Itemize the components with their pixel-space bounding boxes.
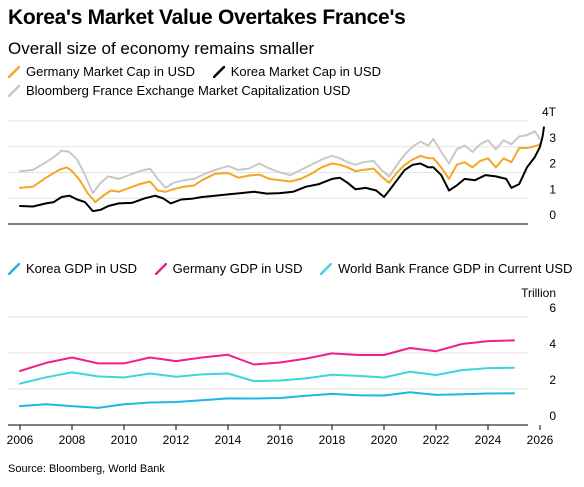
top-series-line-2 [19,130,541,195]
legend-label-france-gdp: World Bank France GDP in Current USD [338,261,573,276]
legend-label-france-market-cap: Bloomberg France Exchange Market Capital… [26,83,351,98]
bottom-series-line-2 [19,366,515,385]
legend-label-germany-market-cap: Germany Market Cap in USD [26,64,196,79]
legend-swatch-france-gdp [320,262,333,275]
bottom-ytick-label-0: 0 [549,409,556,423]
xtick-label-2020: 2020 [371,433,398,447]
top-series-line-0 [19,143,541,204]
top-chart-legend: Germany Market Cap in USD Korea Market C… [8,64,395,81]
bottom-series-line-1 [19,339,515,372]
top-ytick-label-4: 4T [542,105,557,119]
legend-label-korea-market-cap: Korea Market Cap in USD [230,64,381,79]
legend-item-korea-market-cap: Korea Market Cap in USD [212,64,381,79]
legend-item-germany-market-cap: Germany Market Cap in USD [8,64,195,79]
top-ytick-label-1: 1 [549,182,556,196]
top-ytick-label-0: 0 [549,208,556,222]
xtick-label-2018: 2018 [319,433,346,447]
legend-item-korea-gdp: Korea GDP in USD [8,261,137,276]
top-ytick-label-2: 2 [549,157,556,171]
top-series-line-1 [19,126,545,213]
xtick-label-2022: 2022 [423,433,450,447]
legend-swatch-france-market-cap [8,84,20,97]
bottom-ytick-label-4: 4 [549,337,556,351]
xtick-label-2008: 2008 [59,433,86,447]
xtick-label-2016: 2016 [267,433,294,447]
bottom-series-line-0 [19,391,515,409]
bottom-ytick-label-2: 2 [549,373,556,387]
xtick-label-2010: 2010 [111,433,138,447]
chart-subtitle: Overall size of economy remains smaller [8,39,315,58]
legend-label-germany-gdp: Germany GDP in USD [172,261,303,276]
xtick-label-2006: 2006 [7,433,34,447]
legend-swatch-korea-gdp [8,262,20,275]
legend-label-korea-gdp: Korea GDP in USD [26,261,138,276]
legend-swatch-germany-gdp [154,262,167,275]
source-note: Source: Bloomberg, World Bank [8,463,165,475]
xtick-label-2012: 2012 [163,433,190,447]
legend-item-germany-gdp: Germany GDP in USD [154,261,303,276]
xtick-label-2026: 2026 [527,433,554,447]
legend-item-france-market-cap: Bloomberg France Exchange Market Capital… [8,83,350,98]
chart-title: Korea's Market Value Overtakes France's [8,6,406,29]
xtick-label-2014: 2014 [215,433,242,447]
xtick-label-2024: 2024 [475,433,502,447]
bottom-ytick-label-6: 6 [549,301,556,315]
top-ytick-label-3: 3 [549,131,556,145]
bottom-chart-legend: Korea GDP in USD Germany GDP in USD Worl… [8,261,584,278]
bottom-unit-label: Trillion [521,286,556,300]
legend-item-france-gdp: World Bank France GDP in Current USD [320,261,572,276]
legend-swatch-germany-market-cap [8,65,20,78]
top-chart-legend-row2: Bloomberg France Exchange Market Capital… [8,83,364,100]
legend-swatch-korea-market-cap [212,65,225,78]
